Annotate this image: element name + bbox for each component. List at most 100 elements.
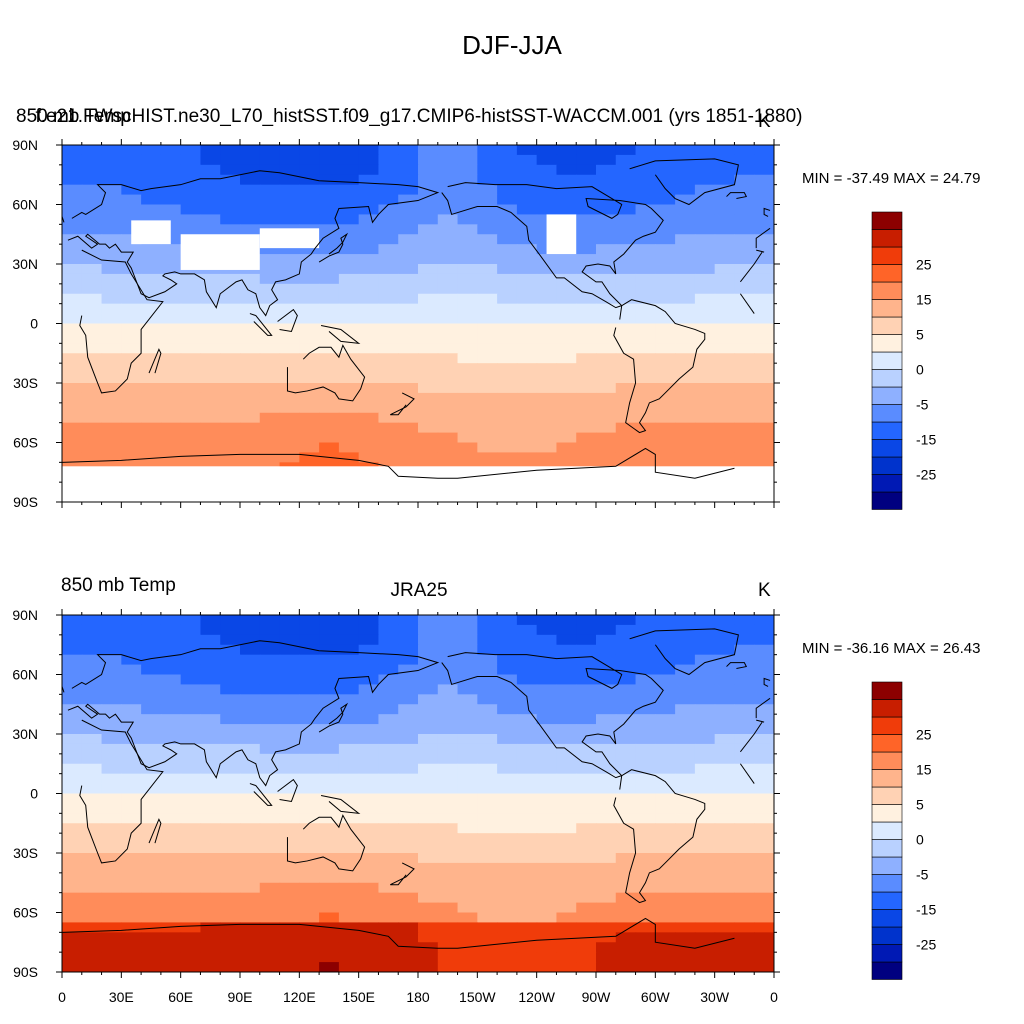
coastline-sumatra [249,313,273,336]
lat-label: 30S [13,375,38,391]
colorbar-swatch [871,716,903,735]
colorbar-swatch [871,751,903,770]
colorbar-label: 25 [916,257,932,273]
colorbar-swatch [871,386,903,405]
colorbar-swatch [871,926,903,945]
lon-label: 120W [518,519,555,520]
colorbar-swatch [871,299,903,318]
lon-label: 60E [168,989,193,1005]
colorbar-swatch [871,281,903,300]
panel2-map: 0 30E 60E 90E 120E 150E 180 150W 120W 90W 60W 30W 0 9… [12,607,936,1005]
colorbar-swatch [871,804,903,823]
lat-label: 0 [30,786,38,802]
lon-label: 150E [342,519,375,520]
lat-label: 60S [13,905,38,921]
colorbar-swatch [871,769,903,788]
colorbar-swatch [871,856,903,875]
lat-label: 30N [12,256,38,272]
coastline-new-guinea [320,324,361,345]
colorbar-label: -15 [916,432,936,448]
lon-label: 90E [228,519,253,520]
lon-label: 0 [770,519,778,520]
coastline-eurasia [67,640,440,787]
lon-label: 0 [58,519,66,520]
lat-label: 60S [13,435,38,451]
colorbar-swatch [871,246,903,265]
colorbar-swatch [871,316,903,335]
colorbar-label: -25 [916,467,936,483]
lat-label: 90S [13,494,38,510]
lat-label: 90S [13,964,38,980]
coastline-eurasia [67,170,440,317]
coastline-africa [739,763,755,784]
coastline-madagascar [148,348,162,374]
lon-label: 180 [406,989,430,1005]
coastline-uk [763,677,771,687]
colorbar-swatch [871,421,903,440]
colorbar-swatch [871,909,903,928]
coastline-sumatra [249,783,273,806]
coastline-new-guinea [320,794,361,815]
colorbar-swatch [871,961,903,980]
coastline-north-america [441,652,664,779]
coastline-japan [318,702,349,733]
lat-label: 0 [30,316,38,332]
colorbar-label: 25 [916,727,932,743]
lon-label: 60W [641,519,671,520]
colorbar-swatch [871,439,903,458]
colorbar-swatch [871,786,903,805]
colorbar-swatch [871,681,903,700]
panel1-units: K [758,111,771,132]
colorbar-swatch [871,264,903,283]
lon-label: 60E [168,519,193,520]
panel1-left-title: 850 mb Temp [16,106,131,127]
colorbar-swatch [871,351,903,370]
colorbar-label: -25 [916,937,936,953]
colorbar-label: 0 [916,832,924,848]
lon-label: 30E [109,519,134,520]
coastline-borneo [277,308,298,332]
panel2-units: K [758,580,771,601]
coastline-africa [79,249,164,394]
coastlines [62,158,771,479]
coastline-africa [739,293,755,314]
coastline-eurasia [756,249,765,253]
figure-title: DJF-JJA [462,30,562,60]
colorbar-swatch [871,211,903,230]
colorbar-swatch [871,334,903,353]
lat-label: 60N [12,667,38,683]
colorbar-label: 0 [916,362,924,378]
lon-label: 90E [228,989,253,1005]
colorbar-swatch [871,369,903,388]
lat-label: 90N [12,137,38,153]
coastline-borneo [277,778,298,802]
lon-label: 90W [582,989,612,1005]
coastline-greenland [629,158,739,206]
colorbar-label: 15 [916,292,932,308]
lon-label: 180 [406,519,430,520]
colorbar-swatch [871,821,903,840]
coastline-antarctica [62,447,735,479]
colorbar-swatch [871,699,903,718]
coastline-eurasia [755,697,771,719]
coastline-madagascar [148,818,162,844]
coastline-iceland [726,192,748,200]
coastline-greenland [629,628,739,676]
colorbar-label: 15 [916,762,932,778]
lat-label: 90N [12,607,38,623]
colorbar-swatch [871,839,903,858]
lon-label: 30W [700,519,730,520]
colorbar: -25 -15 -5 0 5 15 25 [871,681,936,980]
panel2-min-max: MIN = -36.16 MAX = 26.43 [802,640,981,657]
coastline-north-america [441,182,664,309]
coastline-south-america [613,769,706,904]
lon-label: 90W [582,519,612,520]
lon-label: 150W [459,989,496,1005]
colorbar-swatch [871,229,903,248]
coastline-eurasia [756,719,765,723]
lon-label: 30W [700,989,730,1005]
colorbar-swatch [871,944,903,963]
lon-label: 120E [283,989,316,1005]
temperature-field [62,615,774,972]
colorbar-swatch [871,891,903,910]
